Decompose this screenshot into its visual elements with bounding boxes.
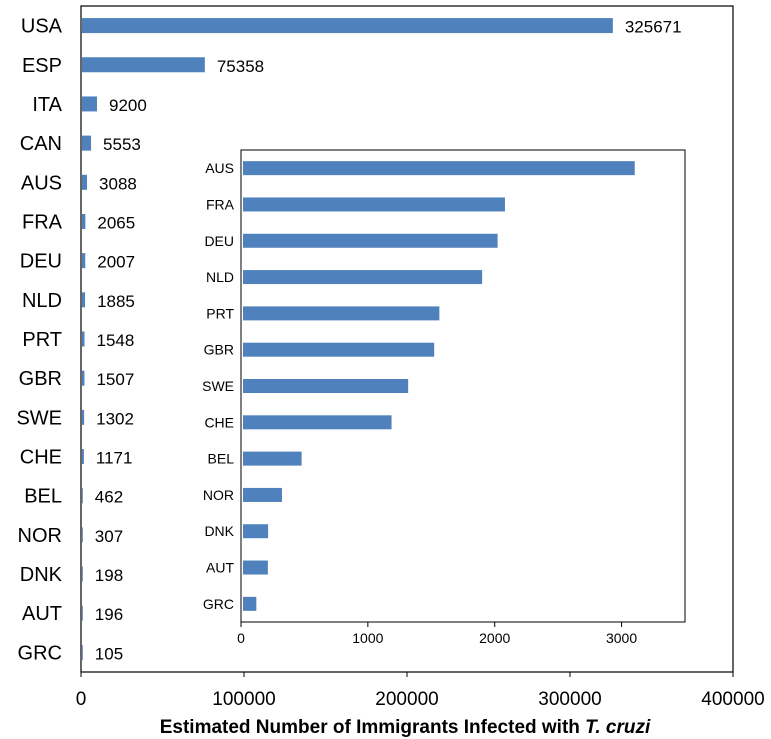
main-value-label: 198 [95, 566, 123, 585]
main-value-label: 5553 [103, 135, 141, 154]
main-category-label: FRA [22, 211, 63, 233]
main-bar [82, 18, 613, 34]
inset-category-label: BEL [208, 451, 235, 467]
main-bar [82, 605, 83, 621]
x-axis-label-italic: T. cruzi [585, 717, 651, 738]
main-x-tick-label: 100000 [212, 689, 275, 710]
inset-x-tick-label: 2000 [479, 630, 510, 646]
inset-bar [243, 270, 483, 285]
main-x-tick-label: 200000 [375, 689, 438, 710]
main-bar [82, 213, 86, 229]
inset-bar [243, 451, 302, 466]
inset-category-label: GBR [204, 342, 234, 358]
main-category-label: SWE [16, 407, 62, 429]
main-value-label: 325671 [625, 18, 682, 37]
main-bar [82, 331, 85, 347]
main-category-label: DEU [20, 251, 62, 273]
main-bar [82, 527, 83, 543]
main-x-tick-label: 400000 [701, 689, 764, 710]
main-category-label: DNK [20, 564, 63, 586]
main-category-label: CAN [20, 133, 62, 155]
main-category-label: NLD [22, 290, 62, 312]
main-bar [82, 566, 83, 582]
inset-bar [243, 233, 498, 248]
main-category-label: BEL [24, 486, 62, 508]
main-value-label: 3088 [99, 174, 137, 193]
main-bar [82, 135, 92, 151]
main-category-label: GRC [18, 642, 62, 664]
inset-category-label: DNK [204, 523, 234, 539]
main-bar [82, 449, 84, 465]
main-bar [82, 488, 83, 504]
main-value-label: 1507 [96, 370, 134, 389]
inset-category-label: NLD [206, 269, 234, 285]
inset-bar [243, 487, 282, 502]
main-bar [82, 644, 83, 660]
inset-x-tick-label: 1000 [352, 630, 383, 646]
inset-bar [243, 560, 268, 575]
inset-bar [243, 342, 435, 357]
main-bar [82, 370, 85, 386]
inset-category-label: DEU [204, 233, 234, 249]
main-category-label: ITA [32, 94, 62, 116]
inset-bar [243, 596, 257, 611]
main-category-label: AUT [22, 603, 62, 625]
main-bar [82, 253, 86, 269]
x-axis-label: Estimated Number of Immigrants Infected … [160, 717, 651, 738]
main-category-label: PRT [22, 329, 62, 351]
main-bar [82, 409, 85, 425]
main-value-label: 105 [95, 644, 123, 663]
inset-category-label: AUS [205, 160, 234, 176]
main-value-label: 1885 [97, 292, 135, 311]
inset-category-label: SWE [202, 378, 234, 394]
main-value-label: 1302 [96, 409, 134, 428]
inset-x-tick-label: 0 [237, 630, 245, 646]
main-category-label: NOR [18, 525, 62, 547]
main-bar [82, 174, 88, 190]
main-bar [82, 57, 205, 73]
main-value-label: 2007 [97, 253, 135, 272]
inset-category-label: NOR [203, 487, 234, 503]
inset-bar [243, 161, 635, 176]
main-value-label: 1171 [96, 449, 133, 468]
inset-bar [243, 306, 440, 321]
inset-bar [243, 379, 409, 393]
main-value-label: 75358 [217, 57, 264, 76]
inset-category-label: PRT [206, 305, 234, 321]
inset-bar [243, 415, 392, 430]
inset-bar [243, 197, 505, 212]
main-bar [82, 96, 97, 112]
inset-category-label: GRC [203, 596, 234, 612]
x-axis-label-main: Estimated Number of Immigrants Infected … [160, 717, 585, 738]
main-category-label: USA [21, 16, 63, 38]
main-value-label: 2065 [97, 213, 135, 232]
main-category-label: AUS [21, 172, 62, 194]
main-x-tick-label: 0 [76, 689, 87, 710]
inset-category-label: AUT [206, 560, 234, 576]
inset-category-label: CHE [204, 414, 234, 430]
inset-bar [243, 524, 269, 539]
main-value-label: 462 [95, 488, 123, 507]
inset-chart: AUS FRA DEU NLD PRT GBR SWE CHE BEL NOR DNK AUT GRC 0… [202, 149, 686, 646]
main-bar [82, 292, 86, 308]
main-value-label: 196 [95, 605, 123, 624]
inset-category-label: FRA [206, 196, 235, 212]
main-value-label: 9200 [109, 96, 147, 115]
main-category-label: GBR [19, 368, 62, 390]
main-x-tick-label: 300000 [538, 689, 601, 710]
main-value-label: 307 [95, 527, 123, 546]
main-category-label: CHE [20, 447, 62, 469]
main-value-label: 1548 [97, 331, 135, 350]
inset-x-tick-label: 3000 [606, 630, 637, 646]
main-chart: USA 325671 ESP 75358 ITA 9200 CAN 5553 AUS 3088 FR… [16, 5, 765, 710]
main-category-label: ESP [22, 55, 62, 77]
